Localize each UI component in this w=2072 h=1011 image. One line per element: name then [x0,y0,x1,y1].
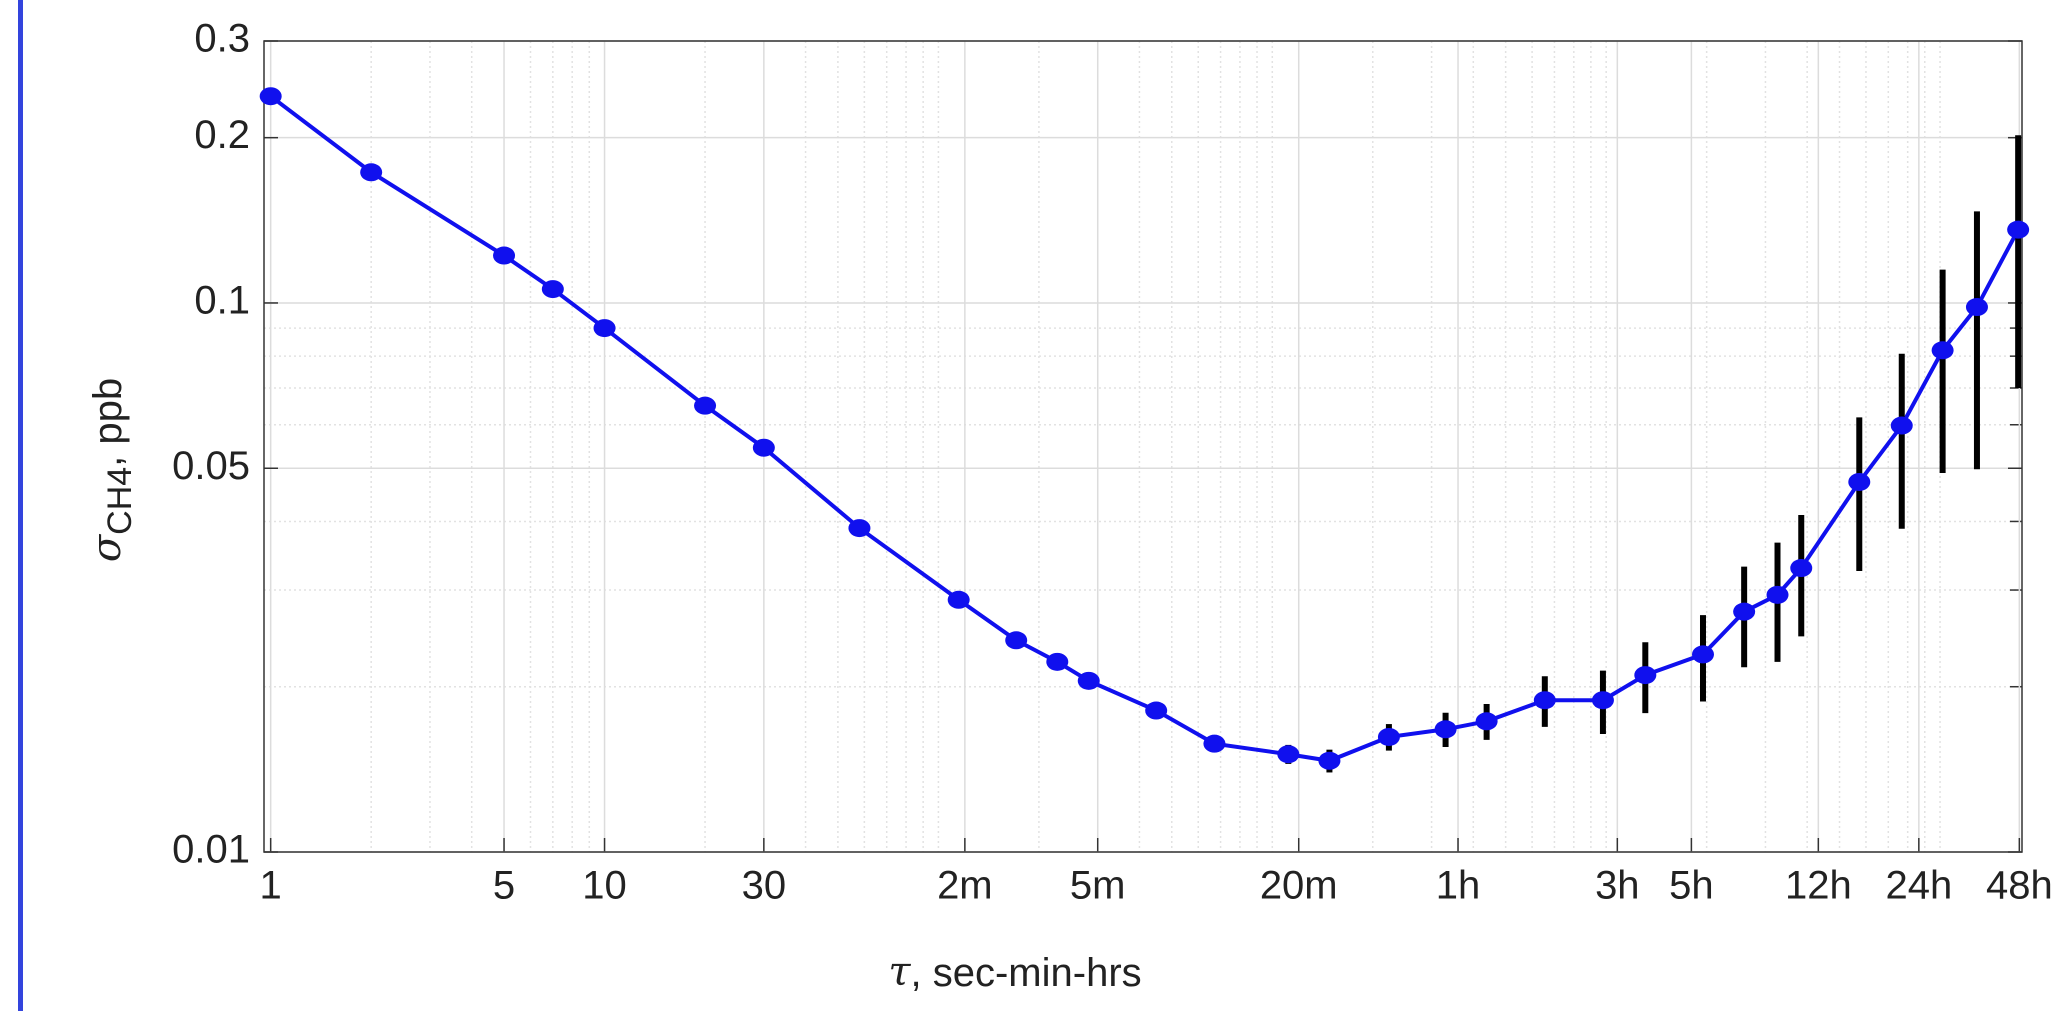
data-point [1277,745,1300,764]
data-point [1005,631,1028,650]
y-tick-label: 0.3 [194,17,250,61]
x-tick-label: 48h [1986,864,2053,908]
x-tick-label: 24h [1885,864,1952,908]
data-point [1077,671,1100,690]
marks [259,87,2030,773]
data-point [541,280,564,299]
y-label-text: , ppb [86,378,130,467]
x-tick-label: 1h [1436,864,1481,908]
data-point [1434,720,1457,739]
data-point [1203,734,1226,753]
data-point [360,163,383,182]
x-symbol: τ [888,949,911,995]
y-symbol: σ [84,533,130,562]
data-point [1733,602,1756,621]
data-point [1965,298,1988,317]
data-point [1377,727,1400,746]
data-point [1848,472,1871,491]
y-tick-label: 0.2 [194,113,250,157]
x-tick-label: 1 [260,864,282,908]
x-tick-label: 2m [937,864,993,908]
y-subscript: CH4 [101,467,139,535]
data-point [493,246,516,265]
data-point [1766,585,1789,604]
data-point [1318,751,1341,770]
x-tick-label: 5 [493,864,515,908]
data-point [259,87,282,106]
data-point [1931,341,1954,360]
data-point [1591,691,1614,710]
x-label-text: , sec-min-hrs [911,951,1142,995]
x-tick-label: 5h [1669,864,1714,908]
data-point [2007,220,2030,239]
x-tick-label: 20m [1260,864,1338,908]
x-tick-label: 12h [1785,864,1852,908]
data-point [694,396,717,415]
data-point [752,438,775,457]
y-tick-label: 0.05 [172,444,250,488]
data-point [1145,701,1168,720]
x-axis-label: τ, sec-min-hrs [888,949,1141,995]
grid [264,40,2022,853]
data-point [1634,666,1657,685]
x-tick-label: 10 [582,864,627,908]
y-axis-label: σCH4, ppb [84,378,139,562]
plot-frame [263,40,2023,853]
data-point [1890,416,1913,435]
data-point [593,319,616,338]
series-line [269,94,2020,763]
data-point [1475,712,1498,731]
data-point [1691,645,1714,664]
data-point [1533,691,1556,710]
x-tick-label: 5m [1070,864,1126,908]
y-tick-label: 0.1 [194,279,250,323]
data-point [1790,559,1813,578]
x-tick-label: 30 [742,864,787,908]
data-point [947,590,970,609]
data-point [848,519,871,538]
x-tick-label: 3h [1595,864,1640,908]
side-bar [18,0,23,1011]
data-point [1046,652,1069,671]
y-tick-label: 0.01 [172,828,250,872]
